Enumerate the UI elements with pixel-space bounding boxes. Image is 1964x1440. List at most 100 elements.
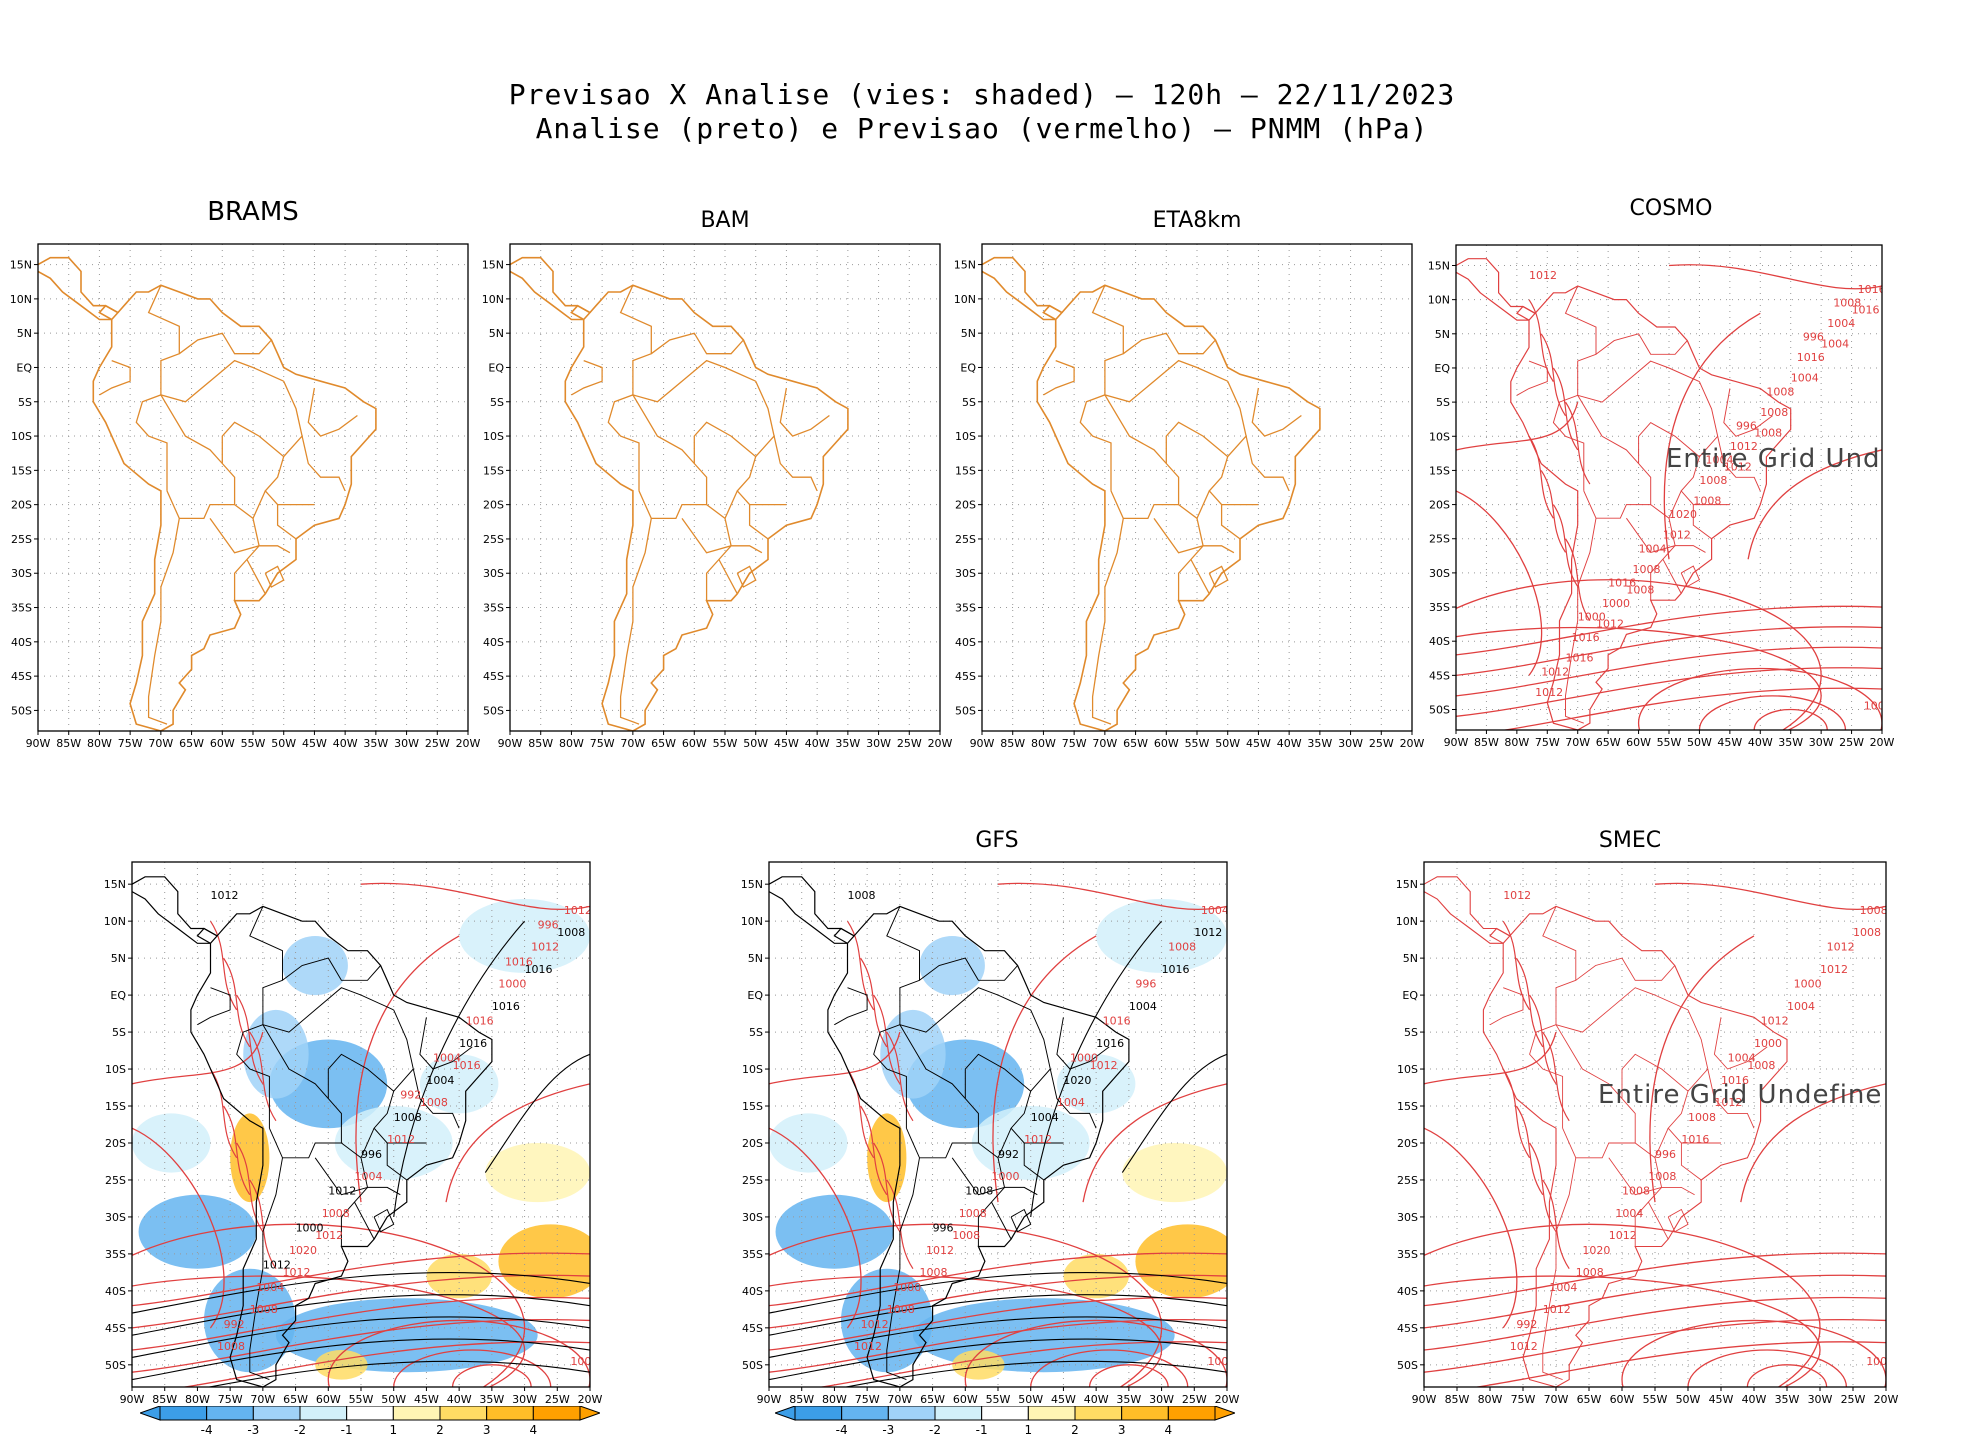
contour-label: 1016 <box>505 956 533 969</box>
lon-tick-label: 35W <box>1307 737 1332 750</box>
map-panel-ecmwf: 1012 1016 1012 1008 1008 1012 1016 1012 1008 1016… <box>100 860 603 1406</box>
contour-label: 1000 <box>1754 1037 1782 1050</box>
lon-tick-label: 25W <box>1182 1393 1207 1406</box>
contour-label: 1008 <box>1747 1059 1775 1072</box>
lon-tick-label: 65W <box>920 1393 945 1406</box>
lat-tick-label: 25S <box>742 1174 763 1187</box>
lat-tick-label: EQ <box>1434 362 1450 375</box>
lon-tick-label: 30W <box>866 737 891 750</box>
lon-tick-label: 50W <box>271 737 296 750</box>
lat-tick-label: 5S <box>1436 396 1450 409</box>
colorbar-ecmwf: -4 -3 -2 -1 1 2 3 4 <box>138 1405 602 1440</box>
lat-tick-label: 20S <box>742 1137 763 1150</box>
lon-tick-label: 35W <box>1778 736 1803 749</box>
lon-tick-label: 85W <box>1000 737 1025 750</box>
colorbar-swatch <box>206 1405 254 1421</box>
lat-tick-label: 15N <box>1396 878 1418 891</box>
lon-tick-label: 70W <box>250 1393 275 1406</box>
lon-tick-label: 85W <box>56 737 81 750</box>
lon-tick-label: 65W <box>179 737 204 750</box>
contour-label: 1012 <box>211 889 239 902</box>
lat-tick-label: 30S <box>742 1211 763 1224</box>
lon-tick-label: 75W <box>218 1393 243 1406</box>
lat-tick-label: 45S <box>105 1322 126 1335</box>
lon-tick-label: 40W <box>805 737 830 750</box>
map-panel-eta8km: 15N 10N 5N EQ 5S 10S 15S 20S 25S 30S 35S 40S 45S 50S 9… <box>944 240 1425 760</box>
lat-tick-label: 45S <box>955 670 976 683</box>
panel-title-bam: BAM <box>700 208 750 233</box>
contour-label: 1012 <box>531 941 559 954</box>
contour-label: 1008 <box>217 1340 245 1353</box>
colorbar-swatch <box>439 1405 488 1421</box>
colorbar-gfs: -4 -3 -2 -1 1 2 3 4 <box>773 1405 1237 1440</box>
lon-tick-label: 50W <box>1687 736 1712 749</box>
contour-label: 1008 <box>1576 1266 1604 1279</box>
contour-label: 1008 <box>1168 941 1196 954</box>
lon-tick-label: 70W <box>620 737 645 750</box>
contour-label: 1008 <box>1648 1170 1676 1183</box>
lon-tick-label: 40W <box>1748 736 1773 749</box>
colorbar-swatch <box>252 1405 301 1421</box>
lon-tick-label: 65W <box>283 1393 308 1406</box>
contour-label: 1004 <box>1728 1052 1756 1065</box>
contour-label: 1020 <box>1063 1074 1091 1087</box>
lon-tick-label: 20W <box>456 737 481 750</box>
lon-tick-label: 80W <box>1031 737 1056 750</box>
panel-title-gfs: GFS <box>975 828 1019 853</box>
contour-label: 1012 <box>1503 889 1531 902</box>
lon-tick-label: 55W <box>349 1393 374 1406</box>
lat-tick-label: EQ <box>16 361 32 374</box>
lat-tick-label: EQ <box>1402 989 1418 1002</box>
lon-tick-label: 30W <box>1338 737 1363 750</box>
colorbar-swatch <box>981 1405 1029 1421</box>
lon-tick-label: 20W <box>1400 737 1425 750</box>
contour-label: 1020 <box>1669 508 1697 521</box>
lon-tick-label: 75W <box>118 737 143 750</box>
contour-label: 1012 <box>564 904 592 917</box>
lat-tick-label: 40S <box>742 1285 763 1298</box>
contour-label: 1008 <box>965 1185 993 1198</box>
lon-tick-label: 60W <box>1626 736 1651 749</box>
lat-tick-label: 30S <box>955 567 976 580</box>
lat-tick-label: 5N <box>1435 328 1450 341</box>
lat-tick-label: 50S <box>483 704 504 717</box>
contour-label: 1012 <box>1714 1096 1742 1109</box>
contour-label: 1004 <box>1201 904 1229 917</box>
contour-label: 996 <box>933 1222 954 1235</box>
contour-label: 992 <box>400 1089 421 1102</box>
panel-title-eta8km: ETA8km <box>1152 208 1242 233</box>
lon-tick-label: 75W <box>1535 736 1560 749</box>
contour-label: 1008 <box>1699 474 1727 487</box>
lon-tick-label: 60W <box>1610 1393 1635 1406</box>
lat-tick-label: 25S <box>1397 1174 1418 1187</box>
lat-tick-label: 50S <box>1397 1359 1418 1372</box>
lon-tick-label: 60W <box>1154 737 1179 750</box>
lat-tick-label: 10N <box>954 293 976 306</box>
lat-tick-label: 20S <box>1429 499 1450 512</box>
lat-tick-label: 15S <box>742 1100 763 1113</box>
lon-tick-label: 25W <box>897 737 922 750</box>
colorbar-swatch <box>841 1405 889 1421</box>
lat-tick-label: 5N <box>961 327 976 340</box>
contour-label: 1012 <box>387 1133 415 1146</box>
lon-tick-label: 20W <box>1215 1393 1240 1406</box>
lat-tick-label: 10N <box>10 293 32 306</box>
contour-label: 1012 <box>926 1244 954 1257</box>
contour-label: 1008 <box>1833 296 1861 309</box>
lat-tick-label: 15S <box>1397 1100 1418 1113</box>
lat-tick-label: 30S <box>1397 1211 1418 1224</box>
lon-tick-label: 45W <box>774 737 799 750</box>
lat-tick-label: 40S <box>1397 1285 1418 1298</box>
lon-tick-label: 20W <box>1874 1393 1899 1406</box>
lat-tick-label: 20S <box>11 499 32 512</box>
contour-label: 1008 <box>848 889 876 902</box>
colorbar-swatch <box>887 1405 936 1421</box>
lon-tick-label: 55W <box>1185 737 1210 750</box>
lon-tick-label: 50W <box>1676 1393 1701 1406</box>
colorbar-swatch <box>532 1405 581 1421</box>
colorbar-swatch <box>1167 1405 1216 1421</box>
contour-label: 1016 <box>492 1000 520 1013</box>
map-panel-bam: 15N 10N 5N EQ 5S 10S 15S 20S 25S 30S 35S 40S 45S 50S 9… <box>472 240 953 760</box>
contour-label: 1004 <box>1207 1355 1235 1368</box>
colorbar-tick-label: -3 <box>247 1423 259 1436</box>
